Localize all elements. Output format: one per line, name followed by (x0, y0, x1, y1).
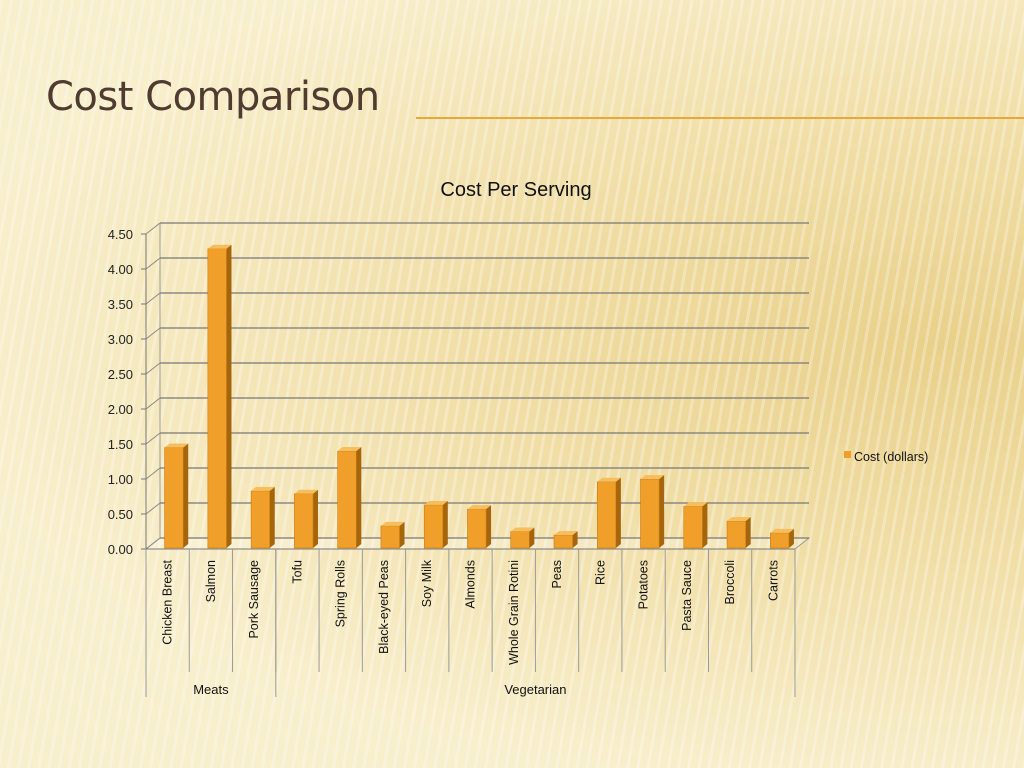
bar (380, 525, 400, 549)
bar (770, 532, 790, 549)
gridline-side (145, 432, 161, 445)
bar (294, 493, 314, 549)
bar-side (788, 528, 794, 548)
y-tick-label: 1.00 (108, 472, 133, 487)
category-label: Tofu (290, 560, 304, 584)
gridline-side (145, 222, 161, 235)
bar (164, 447, 184, 549)
bar-side (529, 527, 535, 548)
bar-top (164, 443, 189, 448)
category-label: Peas (550, 560, 564, 589)
category-label: Chicken Breast (161, 559, 175, 644)
bar-top (683, 502, 708, 507)
legend-swatch (844, 451, 851, 458)
gridline-side (145, 397, 161, 410)
bar (640, 478, 660, 549)
category-label: Pasta Sauce (680, 560, 694, 631)
bar-side (399, 521, 405, 548)
bar-top (467, 505, 492, 510)
bar (207, 248, 227, 549)
category-label: Spring Rolls (334, 560, 348, 627)
y-tick-label: 2.00 (108, 402, 133, 417)
bar-top (770, 528, 794, 533)
y-tick-label: 1.50 (108, 437, 133, 452)
category-label: Broccoli (723, 560, 737, 604)
gridline-side (145, 292, 161, 305)
category-label: Almonds (464, 560, 478, 609)
bar (683, 505, 703, 549)
bar-top (337, 447, 362, 451)
bar (510, 531, 530, 549)
y-tick-label: 0.50 (108, 507, 133, 522)
bar-side (356, 447, 362, 548)
bar-side (313, 489, 319, 548)
bar-side (745, 517, 751, 548)
category-label: Salmon (204, 560, 218, 602)
bar-side (183, 443, 189, 548)
plot-area: 0.00 0.50 1.00 1.50 2.00 2.50 3.00 3.50 4.00 4.50… (108, 222, 811, 697)
group-label: Meats (193, 682, 229, 697)
bar (250, 490, 271, 549)
gridline-side (145, 327, 161, 340)
group-label: Vegetarian (504, 682, 566, 697)
bar-top (207, 244, 232, 249)
y-tick-label: 4.50 (108, 227, 133, 242)
bar-side (572, 531, 578, 548)
bar (423, 504, 444, 549)
chart-title: Cost Per Serving (440, 179, 591, 201)
bar (553, 534, 573, 549)
bar-top (380, 521, 405, 526)
legend: Cost (dollars) (844, 450, 928, 464)
bar-top (640, 475, 665, 479)
bar (337, 450, 357, 549)
bar-top (727, 517, 751, 521)
title-underline (416, 117, 1024, 119)
bar-side (226, 244, 232, 548)
slide-title: Cost Comparison (46, 74, 380, 120)
gridline-side (145, 502, 161, 515)
bar-top (510, 527, 535, 532)
bar-side (269, 486, 275, 548)
bar-top (597, 477, 621, 482)
category-label: Pork Sausage (247, 560, 261, 639)
gridline-side (145, 362, 161, 375)
bar-side (702, 502, 708, 548)
category-label: Whole Grain Rotini (507, 560, 521, 665)
y-tick-label: 3.00 (108, 332, 133, 347)
bar-side (486, 505, 492, 548)
bar-top (251, 486, 275, 491)
bar-side (615, 477, 621, 548)
legend-label: Cost (dollars) (854, 450, 928, 464)
bar-top (294, 489, 319, 494)
y-tick-label: 3.50 (108, 297, 133, 312)
y-tick-label: 2.50 (108, 367, 133, 382)
bar (596, 481, 617, 549)
bar (467, 508, 487, 549)
bar-side (659, 475, 665, 548)
bar (726, 520, 746, 549)
category-label: Soy Milk (420, 559, 434, 607)
gridline-side (145, 467, 161, 480)
gridline-side (145, 257, 161, 270)
bar-side (442, 500, 448, 548)
bar-top (424, 500, 448, 505)
category-label: Potatoes (637, 560, 651, 609)
category-label: Carrots (766, 560, 780, 601)
category-label: Rice (593, 560, 607, 585)
category-label: Black-eyed Peas (377, 560, 391, 654)
y-tick-label: 0.00 (108, 542, 133, 557)
gridline-side (145, 537, 161, 550)
bar-top (554, 531, 578, 535)
y-tick-label: 4.00 (108, 262, 133, 277)
